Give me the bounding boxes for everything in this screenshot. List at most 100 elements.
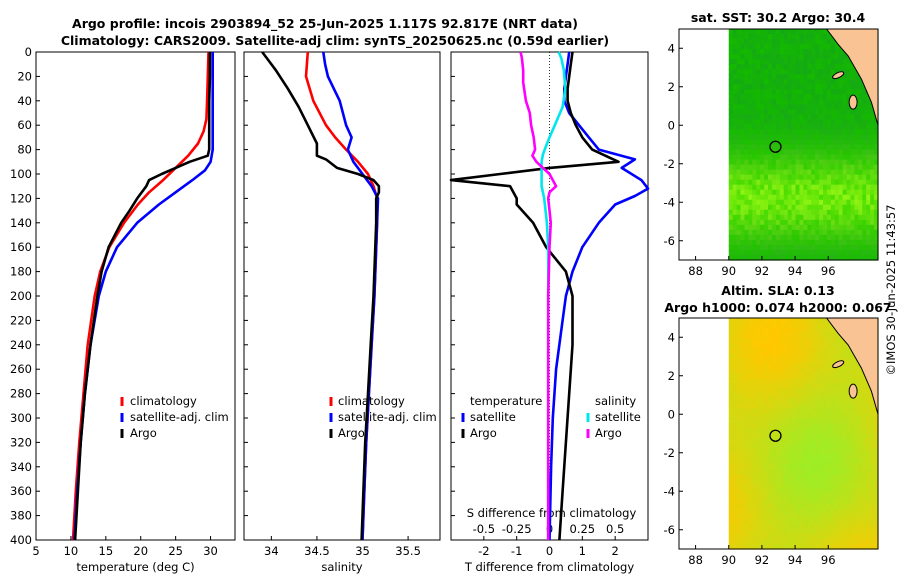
sla-map-cell xyxy=(834,378,840,384)
sst-map-cell xyxy=(826,194,832,201)
sst-map-cell xyxy=(846,139,852,146)
sst-map-cell xyxy=(858,149,863,156)
sst-map-cell xyxy=(760,254,765,261)
sst-map-cell xyxy=(850,134,856,141)
sla-map-cell xyxy=(748,433,753,440)
sla-map-cell xyxy=(799,443,804,450)
sla-map-cell xyxy=(779,333,785,339)
sla-map-cell xyxy=(846,433,852,440)
sst-map-cell xyxy=(830,199,836,206)
sla-map-cell xyxy=(783,373,789,379)
sla-map-cell xyxy=(803,538,808,545)
sst-map-cell xyxy=(771,229,777,236)
sst-map-cell xyxy=(866,244,871,251)
sla-map-cell xyxy=(854,538,859,545)
sla-map-cell xyxy=(768,463,773,470)
sla-map-cell xyxy=(826,533,832,540)
sla-map-cell xyxy=(826,498,832,505)
sst-map-cell xyxy=(819,169,824,176)
figure-title-line1: Argo profile: incois 2903894_52 25-Jun-2… xyxy=(72,16,578,32)
sst-map-cell xyxy=(756,144,761,151)
sla-map-cell xyxy=(823,478,828,485)
sst-map-cell xyxy=(803,169,808,176)
sla-map-cell xyxy=(752,518,757,525)
sst-map-cell xyxy=(795,214,801,221)
sla-map-cell xyxy=(823,493,828,500)
sla-map-cell xyxy=(795,538,801,545)
sst-map-cell xyxy=(823,99,828,105)
sst-map-cell xyxy=(858,129,863,136)
sla-map-cell xyxy=(783,493,789,500)
sst-map-cell xyxy=(744,39,749,45)
sst-map-cell xyxy=(866,154,871,161)
sst-map-cell xyxy=(783,69,789,75)
sla-map-cell xyxy=(846,403,852,409)
sla-map-cell xyxy=(858,523,863,530)
sst-map-cell xyxy=(791,209,797,216)
sst-map-cell xyxy=(732,139,738,146)
sst-map-cell xyxy=(826,124,832,131)
sst-map-cell xyxy=(779,159,785,166)
sla-map-cell xyxy=(752,368,757,374)
sst-map-cell xyxy=(858,164,863,171)
y-tick-label: 0 xyxy=(668,407,675,421)
sst-map-cell xyxy=(787,229,793,236)
sst-map-cell xyxy=(874,224,879,231)
sst-map-cell xyxy=(795,124,801,131)
sst-map-cell xyxy=(768,54,773,60)
sst-map-cell xyxy=(787,149,793,156)
sst-map-cell xyxy=(791,64,797,70)
sla-map-cell xyxy=(826,383,832,389)
sst-map-cell xyxy=(779,204,785,211)
sla-map-cell xyxy=(736,498,742,505)
sla-map-cell xyxy=(854,533,859,540)
sla-map-cell xyxy=(834,338,840,344)
sst-map-cell xyxy=(834,69,840,75)
sst-map-cell xyxy=(838,224,844,231)
sst-map-cell xyxy=(850,194,856,201)
sst-map-cell xyxy=(728,139,734,146)
sst-map-cell xyxy=(744,74,749,80)
sla-map-cell xyxy=(815,478,820,485)
sla-map-cell xyxy=(764,443,769,450)
sla-map-cell xyxy=(779,353,785,359)
sla-map-cell xyxy=(826,443,832,450)
sst-map-cell xyxy=(838,169,844,176)
sst-map-cell xyxy=(823,109,828,115)
sla-map-cell xyxy=(834,523,840,530)
sst-map-cell xyxy=(783,209,789,216)
sla-map-cell xyxy=(760,353,765,359)
sla-map-cell xyxy=(815,513,820,520)
sla-map-cell xyxy=(807,388,812,394)
sla-map-cell xyxy=(803,413,808,420)
sla-map-cell xyxy=(748,393,753,399)
sla-map-cell xyxy=(838,433,844,440)
sla-map-cell xyxy=(744,433,749,440)
sla-map-cell xyxy=(819,528,824,535)
sst-map-cell xyxy=(811,154,816,161)
sst-map-cell xyxy=(807,164,812,171)
sla-map-cell xyxy=(811,533,816,540)
sst-map-cell xyxy=(830,99,836,105)
sla-map-cell xyxy=(795,353,801,359)
sla-map-cell xyxy=(870,518,875,525)
sla-map-cell xyxy=(771,468,777,475)
sla-map-cell xyxy=(768,348,773,354)
sla-map-cell xyxy=(748,368,753,374)
sla-map-cell xyxy=(744,448,749,455)
sla-map-cell xyxy=(795,413,801,420)
sla-map-cell xyxy=(862,488,867,495)
sst-map-cell xyxy=(874,209,879,216)
sla-map-cell xyxy=(850,503,856,510)
sst-map-cell xyxy=(744,79,749,85)
sla-map-cell xyxy=(795,448,801,455)
sla-map-cell xyxy=(834,348,840,354)
sla-map-cell xyxy=(842,423,848,430)
sst-map-cell xyxy=(850,229,856,236)
sst-map-cell xyxy=(866,189,871,196)
sla-map-cell xyxy=(842,493,848,500)
sst-map-cell xyxy=(752,169,757,176)
sla-map-cell xyxy=(787,353,793,359)
sst-map-cell xyxy=(803,89,808,95)
